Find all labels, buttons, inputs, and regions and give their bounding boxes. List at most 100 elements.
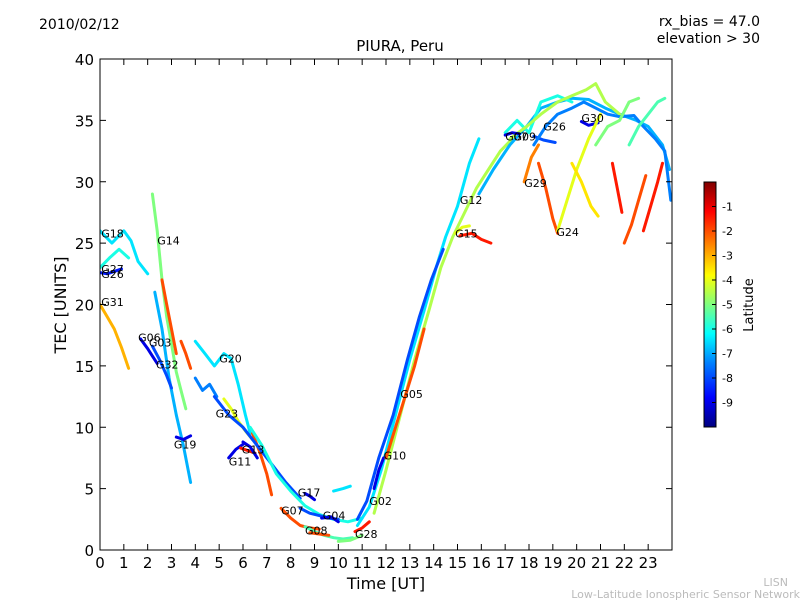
satellite-label: G09 <box>514 130 537 143</box>
x-tick-label: 16 <box>472 554 491 572</box>
x-axis-label: Time [UT] <box>346 574 425 593</box>
satellite-label: G10 <box>384 450 407 463</box>
colorbar-tick-label: -3 <box>722 250 733 263</box>
colorbar-tick-label: -8 <box>722 372 733 385</box>
plot-area <box>100 59 672 550</box>
colorbar-tick-label: -9 <box>722 397 733 410</box>
tec-track-26 <box>308 531 331 537</box>
tec-track-36 <box>458 231 493 245</box>
tec-track-40 <box>503 131 521 137</box>
colorbar-tick-label: -7 <box>722 348 733 361</box>
satellite-label: G17 <box>298 486 321 499</box>
y-tick-label: 5 <box>84 481 94 499</box>
tec-track-28 <box>336 533 364 543</box>
x-tick-label: 6 <box>238 554 248 572</box>
tec-track-2 <box>100 247 131 270</box>
y-tick-label: 40 <box>75 51 94 69</box>
y-tick-label: 0 <box>84 542 94 560</box>
colorbar-tick-label: -6 <box>722 323 733 336</box>
colorbar-tick-label: -2 <box>722 225 733 238</box>
satellite-label: G32 <box>156 359 179 372</box>
tec-track-10 <box>179 339 193 370</box>
satellite-label: G26 <box>101 268 124 281</box>
tec-track-52 <box>641 161 664 233</box>
x-tick-label: 21 <box>591 554 610 572</box>
satellite-label: G19 <box>174 438 197 451</box>
y-tick-label: 35 <box>75 112 94 130</box>
x-tick-label: 23 <box>639 554 658 572</box>
tec-track-3 <box>100 267 123 276</box>
satellite-label: G29 <box>524 177 547 190</box>
x-tick-label: 1 <box>119 554 129 572</box>
x-tick-label: 17 <box>496 554 515 572</box>
colorbar-tick-label: -5 <box>722 299 733 312</box>
x-tick-label: 13 <box>400 554 419 572</box>
y-tick-label: 25 <box>75 235 94 253</box>
x-tick-label: 4 <box>191 554 201 572</box>
y-tick-label: 15 <box>75 358 94 376</box>
satellite-label: G24 <box>556 226 579 239</box>
footer-acronym: LISN <box>763 576 788 589</box>
y-tick-label: 20 <box>75 297 94 315</box>
x-tick-label: 3 <box>167 554 177 572</box>
elevation-label: elevation > 30 <box>656 31 760 47</box>
x-tick-label: 0 <box>95 554 105 572</box>
satellite-label: G02 <box>369 495 392 508</box>
tec-track-39 <box>508 82 622 141</box>
satellite-label: G11 <box>229 456 252 469</box>
tec-track-37 <box>477 96 672 196</box>
satellite-label: G12 <box>460 194 483 207</box>
x-tick-label: 14 <box>424 554 443 572</box>
satellite-label: G07 <box>281 505 304 518</box>
x-tick-label: 5 <box>214 554 224 572</box>
tec-track-27 <box>332 484 352 493</box>
tec-track-17 <box>227 442 245 460</box>
tec-track-1 <box>100 229 150 276</box>
tec-track-5 <box>150 192 188 411</box>
tec-track-11 <box>193 339 252 435</box>
tec-track-49 <box>610 161 624 214</box>
x-tick-label: 20 <box>567 554 586 572</box>
satellite-label: G31 <box>101 296 124 309</box>
tec-track-35 <box>453 224 471 235</box>
tec-track-8 <box>150 344 173 390</box>
tec-track-47 <box>570 161 600 218</box>
y-axis-label: TEC [UNITS] <box>51 257 70 355</box>
x-tick-label: 15 <box>448 554 467 572</box>
x-tick-label: 11 <box>353 554 372 572</box>
satellite-label: G06 <box>138 332 161 345</box>
colorbar-ticks: -1 -2 -3 -4 -5 -6 -7 -8 -9 <box>712 201 733 410</box>
tec-track-12 <box>193 376 219 399</box>
colorbar: -1 -2 -3 -4 -5 -6 -7 -8 -9 Latitude <box>703 181 757 428</box>
satellite-label: G27 <box>101 263 124 276</box>
y-tick-label: 30 <box>75 174 94 192</box>
rx-bias-label: rx_bias = 47.0 <box>658 14 760 30</box>
colorbar-label: Latitude <box>742 278 757 332</box>
x-tick-label: 8 <box>286 554 296 572</box>
date-label: 2010/02/12 <box>39 17 120 33</box>
satellite-label: G03 <box>149 337 172 350</box>
satellite-label: G23 <box>216 408 239 421</box>
tec-track-15 <box>212 395 302 500</box>
chart-title: PIURA, Peru <box>356 37 444 55</box>
tec-track-24 <box>320 515 340 524</box>
satellite-label: G04 <box>323 510 346 523</box>
tec-track-34 <box>384 327 426 460</box>
colorbar-tick-label: -4 <box>722 274 733 287</box>
satellite-label: G26 <box>543 121 566 134</box>
y-tick-label: 10 <box>75 419 94 437</box>
x-tick-label: 12 <box>376 554 395 572</box>
satellite-label: G08 <box>305 524 328 537</box>
tec-track-21 <box>303 492 316 502</box>
x-tick-label: 9 <box>310 554 320 572</box>
x-tick-label: 18 <box>519 554 538 572</box>
tec-track-7 <box>139 337 159 365</box>
x-tick-label: 2 <box>143 554 153 572</box>
satellite-label: G05 <box>400 388 423 401</box>
x-tick-label: 7 <box>262 554 272 572</box>
footer-network-name: Low-Latitude Ionospheric Sensor Network <box>571 588 800 601</box>
satellite-label: G07 <box>505 130 528 143</box>
satellite-label: G18 <box>101 227 124 240</box>
